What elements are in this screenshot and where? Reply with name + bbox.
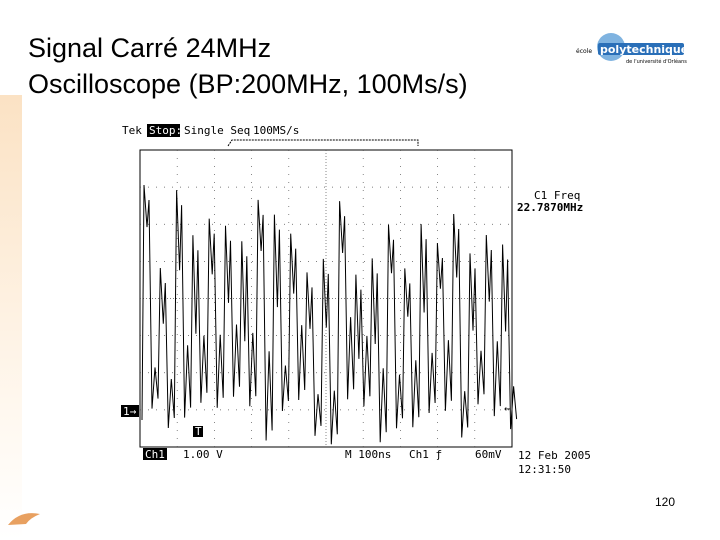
status-box [147, 124, 180, 137]
trigger-level: 60mV [475, 448, 502, 461]
page-number: 120 [655, 495, 676, 509]
scope-date: 12 Feb 2005 [518, 449, 591, 462]
slide-title: Signal Carré 24MHz Oscilloscope (BP:200M… [28, 30, 468, 102]
scope-time: 12:31:50 [518, 463, 571, 476]
scope-mode: Single Seq [184, 124, 250, 137]
scope-brand: Tek [122, 124, 142, 137]
trigger-source: Ch1 ƒ [409, 448, 442, 461]
scope-volts: 1.00 V [183, 448, 223, 461]
scope-status: Stop: [149, 124, 182, 137]
measure-value: 22.7870MHz [517, 201, 583, 214]
channel-box [143, 448, 167, 460]
logo-subtitle: de l'université d'Orléans [626, 58, 687, 65]
measure-label: C1 Freq [534, 189, 580, 202]
title-line: Oscilloscope (BP:200MHz, 100Ms/s) [28, 69, 468, 99]
scope-channel: Ch1 [145, 448, 165, 461]
logo-name: polytechnique [600, 43, 688, 56]
grid [140, 150, 512, 447]
ground-marker: 1→ [123, 405, 137, 418]
trigger-marker: T [195, 425, 202, 438]
trigger-box [193, 426, 203, 437]
title-line: Signal Carré 24MHz [28, 33, 272, 63]
corner-logo [8, 513, 40, 525]
scope-rate: 100MS/s [253, 124, 299, 137]
scope-timebase: M 100ns [345, 448, 391, 461]
side-strip [0, 95, 22, 540]
waveform [141, 184, 518, 445]
record-bar [227, 139, 419, 147]
level-arrow: ← [504, 402, 511, 415]
ground-box [121, 405, 139, 417]
logo-prefix: école [576, 48, 592, 55]
logo-band [598, 43, 684, 55]
